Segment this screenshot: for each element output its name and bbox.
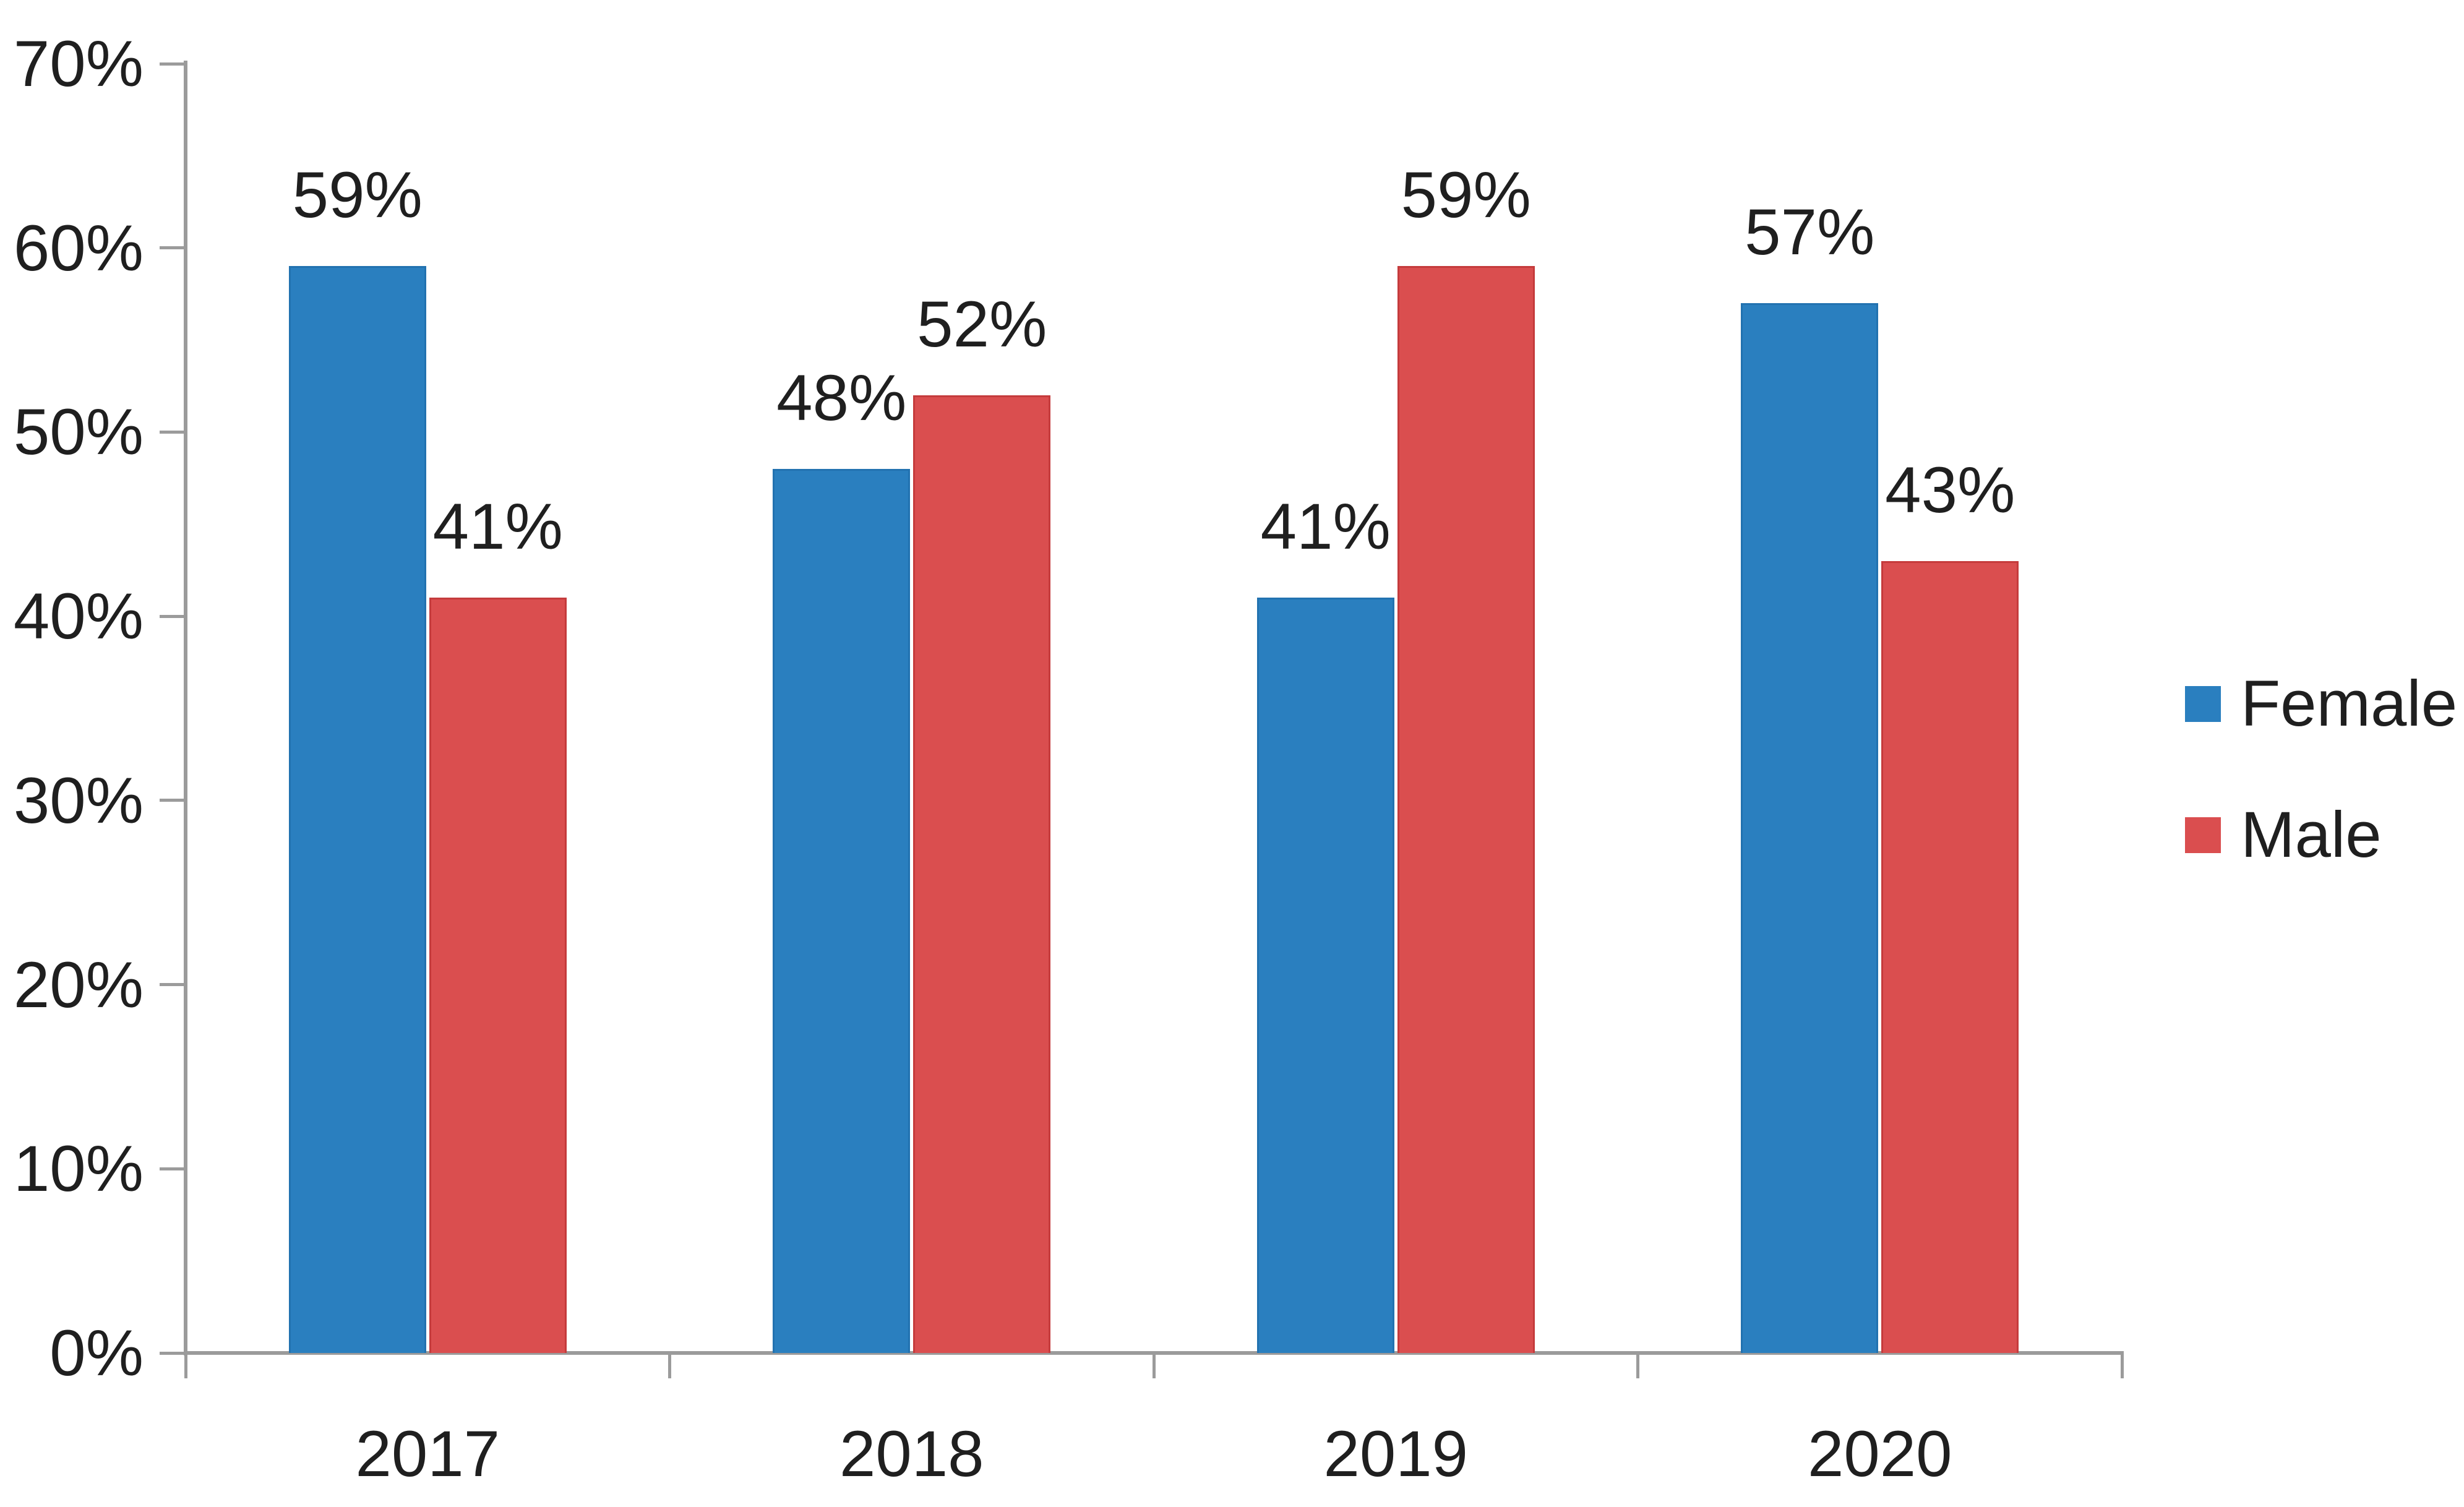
bar-value-label: 52% <box>917 288 1047 361</box>
y-tick-mark <box>160 62 184 66</box>
x-tick-mark <box>2120 1355 2124 1378</box>
bar-value-label: 59% <box>1401 159 1531 232</box>
legend-item-male: Male <box>2185 801 2382 870</box>
bar-value-label: 41% <box>1260 491 1391 564</box>
bar-female-2018 <box>773 468 911 1353</box>
x-category-label: 2019 <box>1323 1418 1469 1490</box>
bar-female-2019 <box>1256 598 1394 1353</box>
y-tick-mark <box>160 1167 184 1170</box>
legend-swatch-female-icon <box>2185 686 2221 722</box>
bar-male-2020 <box>1881 560 2019 1353</box>
x-category-label: 2020 <box>1807 1418 1952 1490</box>
y-tick-mark <box>160 799 184 802</box>
y-tick-label: 10% <box>13 1133 144 1206</box>
bar-female-2020 <box>1741 303 1879 1353</box>
y-tick-label: 50% <box>13 396 144 469</box>
bar-female-2017 <box>288 266 426 1353</box>
y-tick-mark <box>160 1351 184 1355</box>
y-tick-label: 20% <box>13 948 144 1021</box>
x-tick-mark <box>1636 1355 1639 1378</box>
x-category-label: 2017 <box>355 1418 500 1490</box>
x-axis-line <box>184 1351 2124 1355</box>
legend-label: Female <box>2241 668 2458 740</box>
bar-value-label: 43% <box>1885 453 2015 526</box>
bar-male-2018 <box>913 395 1051 1353</box>
bar-value-label: 48% <box>776 361 907 434</box>
bar-male-2017 <box>429 598 567 1353</box>
legend-item-female: Female <box>2185 669 2457 739</box>
y-tick-label: 30% <box>13 764 144 837</box>
y-tick-label: 40% <box>13 580 144 653</box>
x-tick-mark <box>668 1355 671 1378</box>
y-tick-mark <box>160 983 184 987</box>
legend-swatch-male-icon <box>2185 817 2221 853</box>
bar-value-label: 57% <box>1745 196 1875 269</box>
x-tick-mark <box>1152 1355 1156 1378</box>
y-tick-mark <box>160 246 184 250</box>
bar-value-label: 41% <box>432 491 563 564</box>
y-tick-mark <box>160 614 184 618</box>
y-tick-mark <box>160 430 184 434</box>
y-tick-label: 60% <box>13 212 144 285</box>
y-axis-line <box>184 61 187 1355</box>
x-tick-mark <box>184 1355 187 1378</box>
legend-label: Male <box>2241 799 2382 871</box>
x-category-label: 2018 <box>839 1418 984 1490</box>
bar-male-2019 <box>1397 266 1535 1353</box>
bar-value-label: 59% <box>292 159 423 232</box>
y-tick-label: 0% <box>49 1317 144 1389</box>
y-tick-label: 70% <box>13 28 144 100</box>
